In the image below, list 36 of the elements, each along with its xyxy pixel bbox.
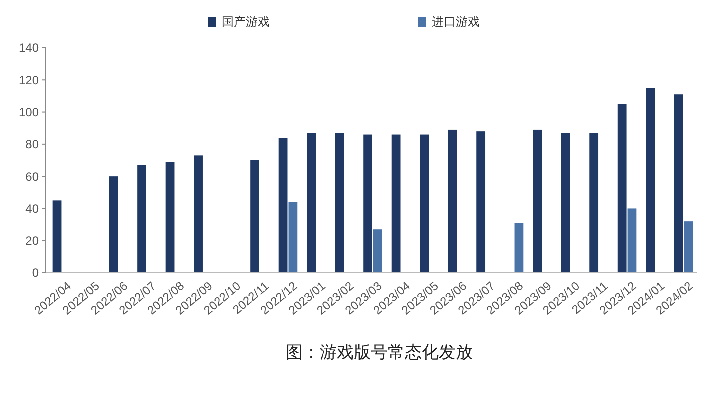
y-tick-label: 40 <box>26 202 40 216</box>
bar <box>109 176 118 273</box>
bar <box>166 162 175 273</box>
bar <box>194 156 203 273</box>
bar <box>674 94 684 273</box>
y-tick-label: 0 <box>32 266 40 280</box>
bar <box>590 133 599 273</box>
y-tick-label: 120 <box>18 73 40 88</box>
bar <box>52 200 62 273</box>
bar <box>476 132 486 273</box>
y-tick-label: 100 <box>18 105 40 120</box>
bar <box>618 104 627 273</box>
bar <box>250 160 260 273</box>
legend-label: 国产游戏 <box>222 15 270 30</box>
bar <box>533 130 542 273</box>
legend-label: 进口游戏 <box>432 15 480 30</box>
bar <box>288 202 298 273</box>
bar <box>561 133 570 273</box>
bar <box>364 134 372 273</box>
bar <box>278 138 288 273</box>
y-tick-label: 60 <box>26 170 40 184</box>
bar <box>420 134 430 273</box>
bar <box>448 130 458 273</box>
bar <box>374 230 382 273</box>
bar <box>335 133 344 273</box>
bar <box>646 88 656 273</box>
y-tick-label: 20 <box>26 234 40 248</box>
y-tick-label: 140 <box>18 41 40 56</box>
bar <box>138 165 146 273</box>
text: 图：游戏版号常态化发放 <box>286 343 473 362</box>
bar <box>628 208 637 273</box>
bar <box>684 222 694 273</box>
bar <box>307 133 316 273</box>
y-tick-label: 80 <box>26 138 40 152</box>
bar <box>514 223 524 273</box>
bar <box>392 134 401 273</box>
